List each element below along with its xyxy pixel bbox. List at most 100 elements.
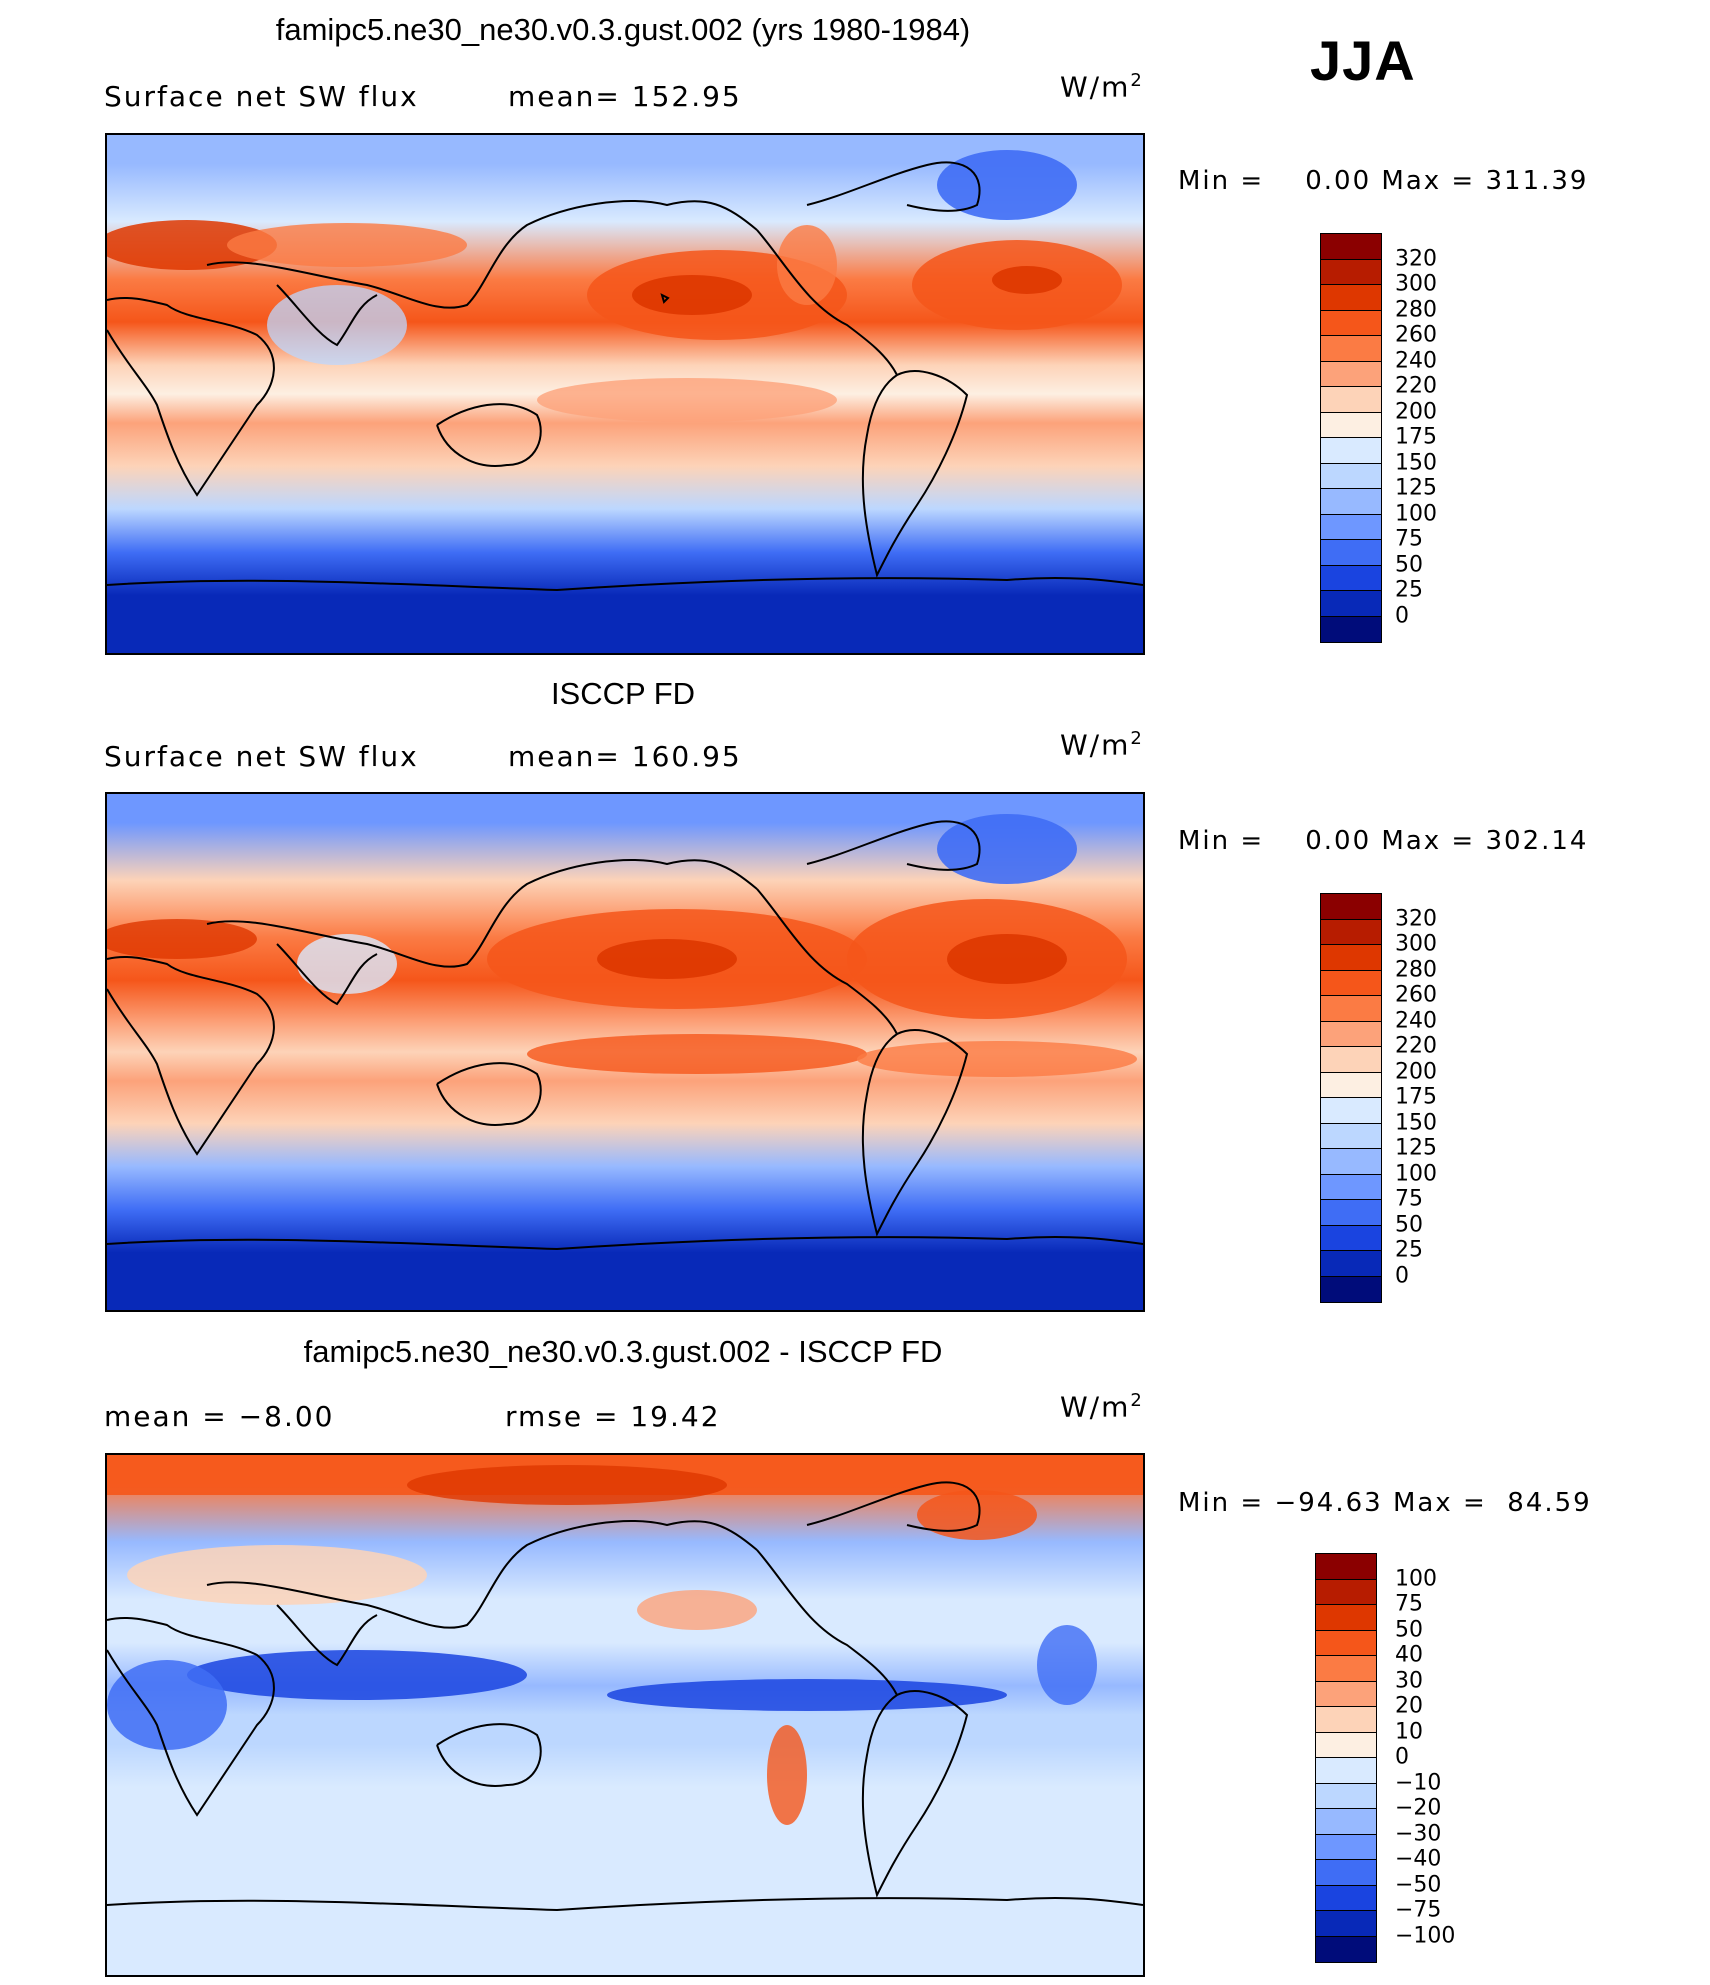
colorbar-tick-label: −10 [1395,1770,1442,1795]
colorbar-segment [1321,1123,1381,1149]
panel-3-field [107,1455,1143,1975]
colorbar-segment [1321,310,1381,336]
panel-2-minmax: Min = 0.00 Max = 302.14 [1178,826,1589,856]
panel-2-satlantic-band [857,1041,1137,1077]
colorbar-tick-label: 220 [1395,1033,1437,1059]
colorbar-segment [1316,1579,1376,1605]
panel-1-greenland [937,150,1077,220]
colorbar-segment [1321,1276,1381,1302]
colorbar-tick-label: 75 [1395,526,1423,552]
panel-3-map [105,1453,1145,1977]
season-label: JJA [1310,29,1416,92]
panel-3-greenland-pos [917,1490,1037,1540]
panel-3-africa-neg [107,1660,227,1750]
colorbar-tick-label: 0 [1395,1263,1409,1288]
panel-1-npacific-core [632,275,752,315]
colorbar-tick-label: 100 [1395,1566,1437,1591]
colorbar-tick-label: 200 [1395,1059,1437,1084]
colorbar-tick-label: −30 [1395,1821,1442,1846]
panel-1-spacific-band [537,378,837,422]
colorbar-segment [1321,591,1381,617]
colorbar-tick-label: 50 [1395,1617,1423,1642]
colorbar-tick-label: 300 [1395,931,1437,957]
colorbar-tick-label: 150 [1395,1110,1437,1135]
colorbar-tick-label: 175 [1395,424,1437,450]
colorbar-tick-label: 125 [1395,475,1437,501]
panel-2-natlantic-core [947,934,1067,984]
panel-2-greenland [937,814,1077,884]
panel-1-mean-label: mean= 152.95 [508,80,742,113]
panel-2-title: ISCCP FD [550,676,696,711]
colorbar-segment [1321,945,1381,971]
colorbar-tick-label: 30 [1395,1668,1423,1693]
colorbar-segment [1321,1200,1381,1226]
colorbar-segment [1316,1885,1376,1911]
panel-1-colorbar [1320,233,1382,643]
colorbar-segment [1321,285,1381,311]
panel-1-natlantic-core [992,266,1062,294]
colorbar-tick-label: 25 [1395,1237,1423,1263]
colorbar-tick-label: 0 [1395,603,1409,628]
panel-1-map [105,133,1145,655]
colorbar-tick-label: 100 [1395,501,1437,526]
panel-1-asia-max [227,223,467,267]
panel-3-eurasia-pos [127,1545,427,1605]
panel-2-coastlines [107,820,1143,1251]
panel-3-colorbar-labels: 100 75 50 40 30 20 10 0 −10 −20 −30 −40 −50 −75 −100 [1395,1553,1475,1961]
colorbar-tick-label: 260 [1395,322,1437,348]
colorbar-tick-label: 260 [1395,982,1437,1008]
colorbar-tick-label: 200 [1395,399,1437,424]
colorbar-segment [1316,1911,1376,1937]
panel-1-india-monsoon [267,285,407,365]
panel-3-map-svg [107,1455,1143,1975]
colorbar-segment [1316,1554,1376,1580]
colorbar-segment [1321,565,1381,591]
colorbar-tick-label: 175 [1395,1084,1437,1110]
panel-1-minmax: Min = 0.00 Max = 311.39 [1178,166,1589,196]
panel-2-map [105,792,1145,1312]
panel-3-title: famipc5.ne30_ne30.v0.3.gust.002 - ISCCP … [303,1334,943,1369]
colorbar-tick-label: 240 [1395,348,1437,373]
colorbar-segment [1321,894,1381,920]
colorbar-tick-label: 0 [1395,1744,1409,1770]
colorbar-tick-label: 150 [1395,450,1437,475]
colorbar-tick-label: 75 [1395,1186,1423,1212]
colorbar-segment [1321,1047,1381,1073]
panel-2-map-svg [107,794,1143,1310]
colorbar-segment [1316,1758,1376,1784]
colorbar-tick-label: 100 [1395,1161,1437,1186]
panel-1-coastlines [107,161,1143,592]
panel-3-mean-label: mean = −8.00 [104,1400,335,1433]
colorbar-tick-label: 125 [1395,1135,1437,1161]
colorbar-segment [1321,387,1381,413]
colorbar-tick-label: 40 [1395,1642,1423,1668]
colorbar-tick-label: 50 [1395,552,1423,577]
colorbar-segment [1316,1707,1376,1733]
colorbar-segment [1321,616,1381,642]
colorbar-segment [1321,1072,1381,1098]
colorbar-tick-label: −20 [1395,1795,1442,1821]
panel-2-colorbar-labels: 320 300 280 260 240 220 200 175 150 125 100 75 50 25 0 [1395,893,1455,1301]
colorbar-tick-label: 50 [1395,1212,1423,1237]
colorbar-tick-label: 300 [1395,271,1437,297]
colorbar-segment [1321,463,1381,489]
panel-1-colorbar-labels: 320 300 280 260 240 220 200 175 150 125 100 75 50 25 0 [1395,233,1455,641]
colorbar-tick-label: 240 [1395,1008,1437,1033]
colorbar-tick-label: −50 [1395,1872,1442,1897]
colorbar-segment [1321,361,1381,387]
panel-1-title: famipc5.ne30_ne30.v0.3.gust.002 (yrs 198… [275,12,971,47]
colorbar-tick-label: 320 [1395,906,1437,931]
colorbar-segment [1316,1732,1376,1758]
panel-3-rmse-label: rmse = 19.42 [505,1400,721,1433]
panel-3-colorbar [1315,1553,1377,1963]
colorbar-segment [1321,540,1381,566]
panel-2-mean-label: mean= 160.95 [508,740,742,773]
panel-2-units: W/m2 [1060,728,1144,762]
panel-1-sahara-max [107,220,277,270]
colorbar-tick-label: 75 [1395,1591,1423,1617]
panel-3-minmax: Min = −94.63 Max = 84.59 [1178,1488,1592,1518]
colorbar-segment [1321,412,1381,438]
colorbar-segment [1321,919,1381,945]
colorbar-tick-label: 20 [1395,1693,1423,1719]
colorbar-segment [1316,1860,1376,1886]
